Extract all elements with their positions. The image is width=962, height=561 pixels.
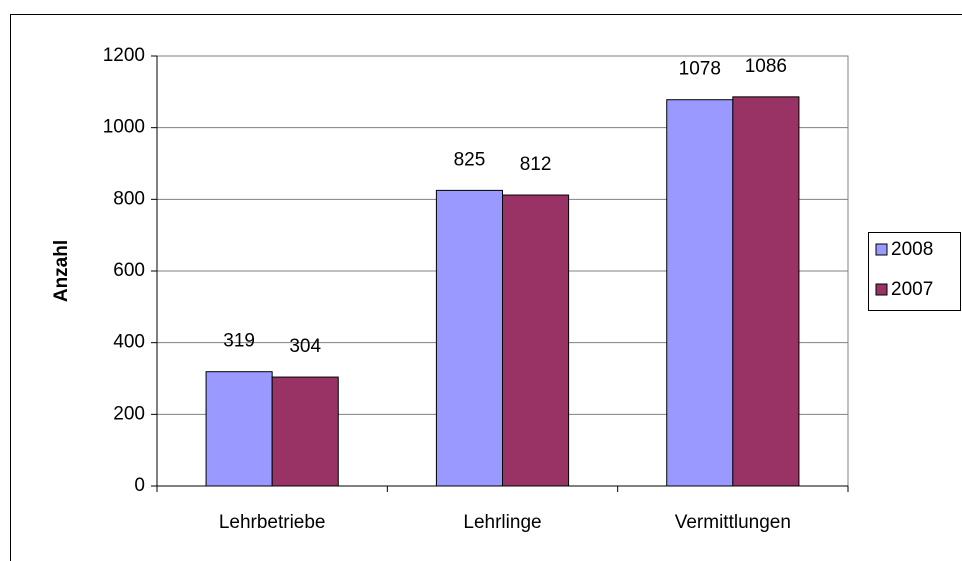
y-tick-label: 400 [113, 332, 145, 353]
data-label: 319 [223, 331, 255, 352]
bar [271, 376, 339, 487]
y-tick-label: 0 [134, 475, 145, 496]
y-tick-label: 1200 [103, 45, 145, 66]
y-tick-label: 600 [113, 260, 145, 281]
bar [732, 96, 800, 487]
bar [435, 189, 504, 487]
x-tick-label: Vermittlungen [675, 512, 791, 533]
bar [502, 194, 570, 487]
bar [666, 99, 734, 487]
legend-swatch [875, 243, 888, 256]
legend-label: 2008 [891, 239, 933, 260]
data-label: 1078 [679, 59, 721, 80]
x-tick-label: Lehrbetriebe [219, 512, 326, 533]
y-tick-label: 200 [113, 403, 145, 424]
bar [205, 371, 273, 487]
data-label: 304 [289, 336, 321, 357]
legend-swatch [875, 283, 888, 296]
data-label: 1086 [745, 56, 787, 77]
y-tick-label: 1000 [103, 117, 145, 138]
y-tick-label: 800 [113, 188, 145, 209]
x-tick-label: Lehrlinge [463, 512, 541, 533]
data-label: 825 [454, 149, 486, 170]
legend-label: 2007 [891, 279, 933, 300]
data-label: 812 [520, 154, 552, 175]
y-axis-label: Anzahl [51, 240, 72, 302]
